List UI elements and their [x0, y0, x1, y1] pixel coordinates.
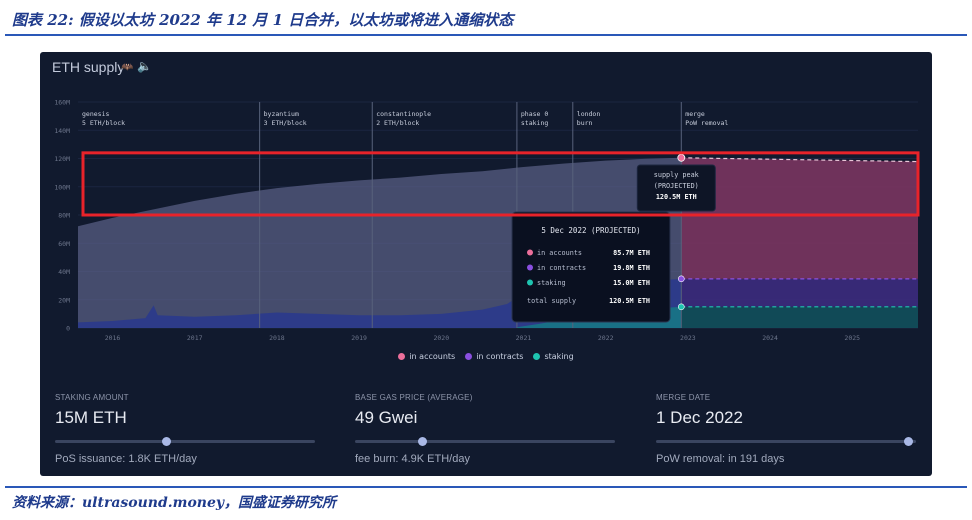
- base-gas-price-value: 49 Gwei: [355, 408, 418, 427]
- staking-amount-control: STAKING AMOUNT 15M ETH PoS issuance: 1.8…: [55, 393, 315, 465]
- base-gas-price-control: BASE GAS PRICE (AVERAGE) 49 Gwei fee bur…: [355, 393, 615, 465]
- event-label: constantinople: [376, 110, 431, 118]
- supply-peak-text: (PROJECTED): [654, 182, 699, 190]
- x-tick-label: 2022: [598, 334, 614, 342]
- y-tick-label: 40M: [58, 268, 70, 276]
- pow-removal-text: PoW removal: in 191 days: [656, 453, 785, 465]
- tooltip-title: 5 Dec 2022 (PROJECTED): [541, 226, 640, 235]
- legend-item-in-accounts[interactable]: in accounts: [398, 352, 455, 361]
- event-desc: burn: [577, 119, 593, 127]
- panel-title: ETH supply: [52, 59, 125, 75]
- figure-source: 资料来源：ultrasound.money，国盛证券研究所: [12, 495, 337, 511]
- base-gas-price-slider[interactable]: [355, 437, 615, 446]
- x-tick-label: 2016: [105, 334, 121, 342]
- event-desc: staking: [521, 119, 548, 127]
- event-label: merge: [685, 110, 705, 118]
- tooltip-total-label: total supply: [527, 297, 576, 305]
- y-tick-label: 20M: [58, 296, 70, 304]
- supply-peak-text: supply peak: [654, 171, 699, 179]
- merge-date-slider[interactable]: [656, 437, 916, 446]
- figure-title: 图表 22: 假设以太坊 2022 年 12 月 1 日合并，以太坊或将进入通缩…: [12, 11, 514, 29]
- staking-amount-value: 15M ETH: [55, 408, 127, 427]
- event-desc: 3 ETH/block: [264, 119, 307, 127]
- staking-amount-slider[interactable]: [55, 437, 315, 446]
- merge-date-value: 1 Dec 2022: [656, 408, 743, 427]
- merge-date-control: MERGE DATE 1 Dec 2022 PoW removal: in 19…: [656, 393, 916, 465]
- staking-amount-label: STAKING AMOUNT: [55, 393, 129, 402]
- event-label: genesis: [82, 110, 109, 118]
- speaker-icon[interactable]: 🔈: [137, 59, 153, 73]
- tooltip-box: [511, 211, 671, 323]
- x-tick-label: 2019: [351, 334, 367, 342]
- x-tick-label: 2024: [762, 334, 778, 342]
- legend-item-in-contracts[interactable]: in contracts: [465, 352, 523, 361]
- legend-label: in contracts: [476, 352, 524, 361]
- event-desc: PoW removal: [685, 119, 728, 127]
- merge-date-label: MERGE DATE: [656, 393, 711, 402]
- tooltip-total-value: 120.5M ETH: [609, 297, 650, 305]
- x-tick-label: 2021: [516, 334, 532, 342]
- y-tick-label: 60M: [58, 240, 70, 248]
- tooltip-row-label: in accounts: [537, 249, 582, 257]
- x-tick-label: 2020: [433, 334, 449, 342]
- chart-legend: in accounts in contracts staking: [0, 352, 972, 361]
- x-tick-label: 2018: [269, 334, 285, 342]
- legend-swatch: [465, 353, 473, 360]
- supply-peak-box: [636, 164, 716, 212]
- x-tick-label: 2017: [187, 334, 203, 342]
- tooltip-row-label: in contracts: [537, 264, 586, 272]
- bat-icon[interactable]: 🦇: [121, 62, 134, 73]
- eth-supply-chart: 0 20M 40M 60M 80M 100M 120M 140M 160M 2016 2017 201…: [54, 99, 920, 342]
- contracts-marker: [677, 275, 685, 283]
- projection-line-total-supply: [681, 157, 919, 163]
- tooltip-row-label: staking: [537, 279, 566, 287]
- legend-label: in accounts: [409, 352, 456, 361]
- event-label: byzantium: [264, 110, 299, 118]
- x-tick-label: 2023: [680, 334, 696, 342]
- tooltip-row-value: 19.8M ETH: [613, 264, 650, 272]
- x-tick-label: 2025: [844, 334, 860, 342]
- pos-issuance-text: PoS issuance: 1.8K ETH/day: [55, 453, 197, 465]
- tooltip-row-value: 15.0M ETH: [613, 279, 650, 287]
- y-tick-label: 100M: [54, 183, 70, 191]
- legend-label: staking: [544, 352, 574, 361]
- highlight-box: [81, 151, 920, 217]
- supply-peak-text: 120.5M ETH: [656, 193, 697, 201]
- staking-marker: [677, 303, 685, 311]
- event-label: london: [577, 110, 601, 118]
- y-tick-label: 160M: [54, 99, 70, 107]
- y-tick-label: 80M: [58, 212, 70, 220]
- staking-amount-slider-knob[interactable]: [162, 437, 172, 446]
- base-gas-price-slider-knob[interactable]: [418, 437, 428, 446]
- projection-area-in-accounts: [681, 157, 918, 279]
- fee-burn-text: fee burn: 4.9K ETH/day: [355, 453, 470, 465]
- merge-date-slider-knob[interactable]: [903, 437, 913, 446]
- legend-item-staking[interactable]: staking: [533, 352, 574, 361]
- tooltip-dot: [527, 264, 533, 271]
- legend-swatch: [533, 353, 541, 360]
- projection-area-staking: [681, 306, 918, 328]
- event-label: phase 0: [521, 110, 548, 118]
- supply-peak-marker: [677, 153, 686, 162]
- y-tick-label: 140M: [54, 127, 70, 135]
- y-tick-label: 120M: [54, 155, 70, 163]
- tooltip-dot: [527, 279, 533, 286]
- base-gas-price-label: BASE GAS PRICE (AVERAGE): [355, 393, 473, 402]
- event-desc: 5 ETH/block: [82, 119, 125, 127]
- top-rule: [5, 34, 967, 36]
- event-desc: 2 ETH/block: [376, 119, 419, 127]
- legend-swatch: [398, 353, 406, 360]
- bottom-rule: [5, 486, 967, 488]
- tooltip-row-value: 85.7M ETH: [613, 249, 650, 257]
- y-tick-label: 0: [66, 325, 70, 333]
- tooltip-dot: [527, 249, 533, 256]
- projection-area-in-contracts: [681, 278, 918, 307]
